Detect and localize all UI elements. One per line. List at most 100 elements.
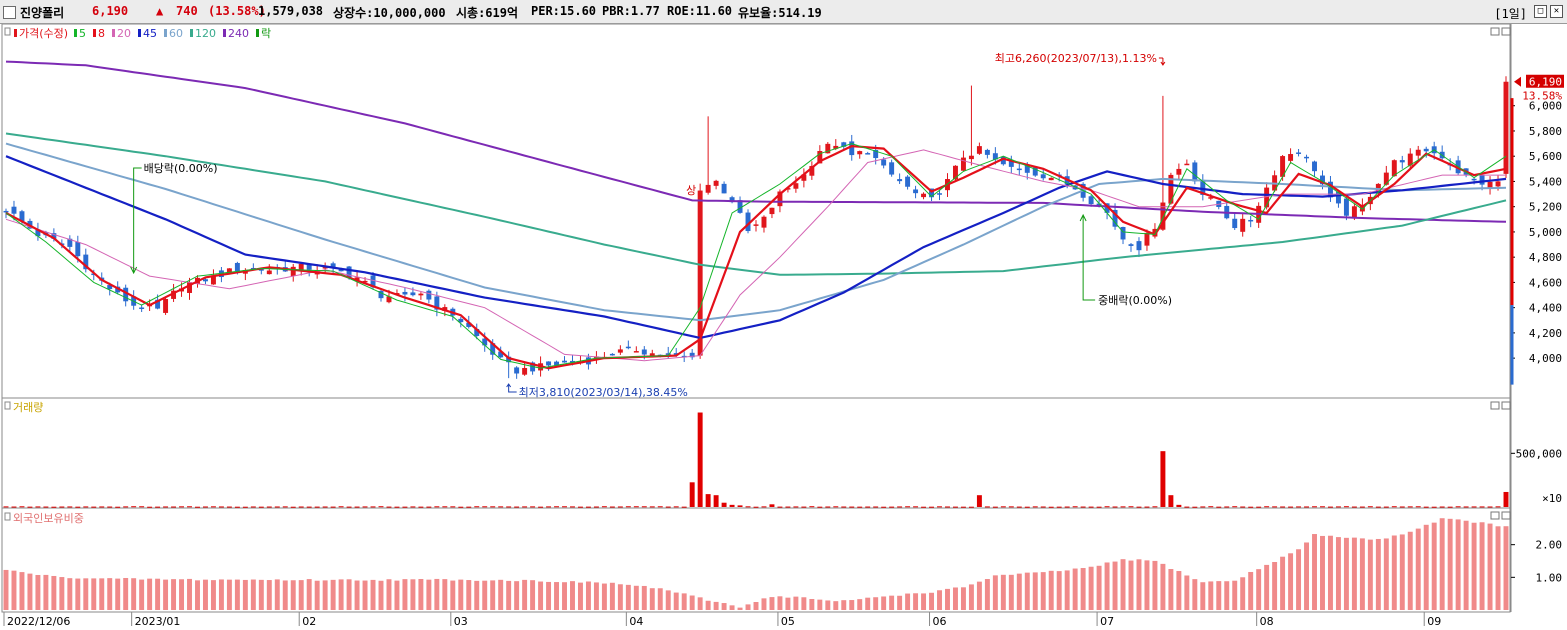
foreign-bar	[1296, 549, 1302, 610]
foreign-bar	[290, 580, 296, 610]
foreign-bar	[777, 596, 783, 610]
volume-bar	[11, 506, 17, 508]
foreign-bar	[1503, 526, 1509, 610]
volume-bar	[761, 506, 767, 508]
foreign-bar	[801, 597, 807, 610]
volume-bar	[274, 506, 280, 508]
volume-bar	[250, 506, 256, 508]
candle-down	[641, 349, 647, 355]
candle-down	[346, 266, 352, 279]
candle-down	[1200, 179, 1206, 195]
close-icon[interactable]: ✕	[1550, 5, 1563, 18]
maximize-icon[interactable]: □	[1534, 5, 1547, 18]
foreign-bar	[554, 582, 560, 610]
candle-up	[210, 275, 216, 285]
foreign-bar	[99, 578, 105, 610]
period-selector[interactable]: [1일]	[1494, 7, 1527, 21]
x-tick-label: 08	[1260, 615, 1274, 628]
volume-bar	[179, 506, 185, 508]
volume-bar	[777, 506, 783, 508]
candle-down	[107, 285, 113, 290]
legend-swatch	[74, 29, 77, 37]
foreign-bar	[617, 584, 623, 610]
candle-up	[1160, 202, 1166, 230]
candle-up	[960, 157, 966, 171]
volume-bar	[1495, 506, 1501, 508]
foreign-bar	[450, 580, 456, 610]
foreign-bar	[187, 578, 192, 610]
volume-bar	[1463, 506, 1469, 508]
foreign-bar	[546, 581, 552, 610]
foreign-bar	[737, 607, 743, 610]
foreign-bar	[952, 587, 958, 610]
candle-down	[562, 360, 567, 363]
foreign-title: 외국인보유비중	[13, 512, 84, 525]
volume-bar	[1080, 506, 1086, 508]
stock-info-bar: 진양폴리 6,190 ▲ 740 (13.58%) 1,579,038 상장수:…	[0, 0, 1567, 24]
foreign-bar	[1471, 522, 1477, 610]
volume-bar	[490, 506, 496, 508]
foreign-bar	[11, 570, 17, 610]
candle-down	[1343, 198, 1349, 216]
volume-bar	[1096, 506, 1102, 508]
volume-bar	[59, 506, 65, 508]
volume-bar	[960, 506, 966, 508]
x-tick-label: 04	[629, 615, 643, 628]
volume-bar	[1240, 506, 1246, 508]
volume-bar	[697, 412, 703, 507]
legend-label: 45	[143, 27, 157, 40]
candle-down	[865, 153, 871, 155]
candle-up	[649, 353, 655, 357]
candle-up	[442, 307, 448, 311]
legend-label: 20	[117, 27, 131, 40]
foreign-bar	[1335, 537, 1341, 610]
volume-bar	[681, 506, 687, 508]
upper-limit-mark: 상	[686, 184, 696, 197]
foreign-bars	[3, 518, 1509, 610]
foreign-bar	[1080, 568, 1086, 610]
foreign-bar	[1192, 579, 1198, 610]
checkbox-icon[interactable]	[3, 6, 16, 19]
foreign-tick-label: 2.00	[1536, 539, 1563, 552]
candle-down	[370, 275, 376, 288]
volume-bar	[210, 506, 216, 508]
volume-bar	[1391, 506, 1397, 508]
volume-bar	[585, 506, 591, 508]
volume-bar	[1407, 506, 1413, 508]
volume-bar	[418, 506, 424, 508]
last-price-label: 6,190	[1529, 76, 1562, 89]
foreign-bar	[1232, 580, 1238, 610]
foreign-bar	[968, 584, 974, 610]
volume-bar	[466, 506, 472, 508]
foreign-bar	[562, 582, 567, 610]
foreign-bar	[1064, 570, 1070, 610]
candle-down	[929, 188, 935, 198]
volume-bar	[1112, 506, 1118, 508]
volume-bar	[1312, 506, 1317, 508]
volume-tick-label: 500,000	[1516, 447, 1562, 460]
volume-bar	[921, 506, 927, 508]
candle-down	[673, 353, 679, 355]
volume-bar	[131, 506, 137, 508]
volume-bar	[633, 506, 639, 508]
candle-up	[1208, 197, 1214, 199]
candle-down	[1296, 152, 1302, 154]
candle-up	[777, 191, 783, 207]
candle-down	[689, 352, 695, 358]
ma-line-5	[5, 143, 1507, 369]
candle-down	[1335, 191, 1341, 204]
foreign-bar	[625, 584, 631, 610]
candle-up	[1288, 154, 1294, 161]
candle-up	[362, 280, 368, 283]
pbr-value: PBR:1.77	[602, 4, 660, 18]
volume-bar	[1048, 506, 1054, 508]
roe-value: ROE:11.60	[667, 4, 733, 18]
volume-bar	[426, 506, 432, 508]
current-price: 6,190	[92, 4, 129, 18]
candle-up	[833, 145, 839, 149]
volume-bar	[91, 506, 97, 508]
foreign-bar	[506, 580, 512, 610]
volume-bar	[67, 506, 73, 508]
foreign-bar	[354, 580, 360, 610]
candle-down	[1399, 160, 1405, 163]
